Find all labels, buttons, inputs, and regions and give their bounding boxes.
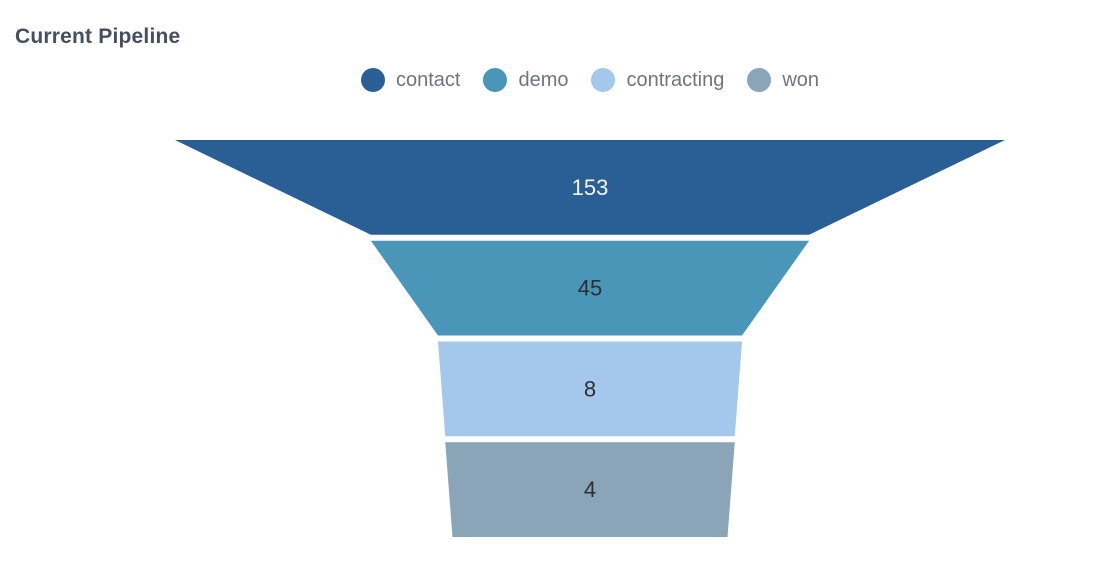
legend-marker-icon bbox=[360, 68, 385, 92]
legend-label: won bbox=[782, 69, 820, 91]
funnel-segment-contact[interactable] bbox=[175, 140, 1005, 235]
funnel-value-label: 153 bbox=[572, 175, 609, 200]
legend-marker-icon bbox=[591, 68, 616, 92]
funnel-value-label: 8 bbox=[584, 376, 596, 401]
legend-label: demo bbox=[518, 69, 569, 91]
legend-label: contact bbox=[395, 69, 461, 91]
chart-title: Current Pipeline bbox=[15, 25, 181, 48]
legend-label: contracting bbox=[626, 69, 725, 91]
funnel-segment-won[interactable] bbox=[445, 442, 735, 537]
legend-marker-icon bbox=[747, 68, 772, 92]
funnel-segment-demo[interactable] bbox=[370, 240, 810, 336]
legend-item-contracting[interactable]: contracting bbox=[591, 68, 724, 92]
chart-legend: contact demo contracting won bbox=[30, 68, 1120, 92]
legend-item-won[interactable]: won bbox=[747, 68, 819, 92]
funnel-segment-contracting[interactable] bbox=[437, 341, 743, 437]
legend-item-demo[interactable]: demo bbox=[483, 68, 568, 92]
funnel-value-label: 45 bbox=[578, 276, 602, 301]
legend-item-contact[interactable]: contact bbox=[360, 68, 461, 92]
funnel-value-label: 4 bbox=[584, 477, 596, 502]
legend-marker-icon bbox=[483, 68, 508, 92]
